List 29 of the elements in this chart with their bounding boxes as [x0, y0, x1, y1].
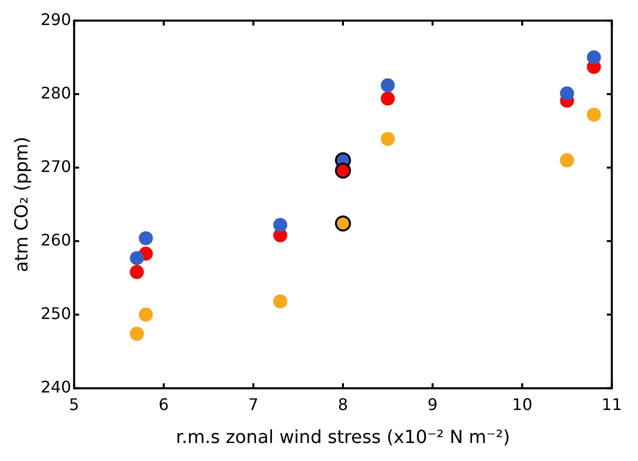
point [380, 92, 395, 106]
point [380, 132, 395, 146]
x-tick-label: 11 [602, 394, 622, 414]
x-tick-label: 6 [158, 394, 169, 414]
point [586, 50, 601, 64]
x-axis-title: r.m.s zonal wind stress (x10⁻² N m⁻²) [176, 426, 510, 448]
x-tick-label: 5 [69, 394, 80, 414]
point [273, 294, 288, 308]
x-tick-label: 10 [512, 394, 532, 414]
point [273, 218, 288, 232]
point [130, 251, 144, 266]
point [586, 108, 601, 122]
x-tick-label: 9 [428, 394, 438, 414]
point [380, 78, 395, 92]
y-tick-label: 240 [40, 377, 72, 396]
y-axis-title: atm CO₂ (ppm) [11, 136, 32, 272]
point [130, 326, 144, 341]
x-tick-label: 7 [248, 394, 258, 414]
y-tick-label: 280 [40, 83, 72, 102]
point [560, 153, 574, 168]
point [138, 308, 153, 322]
x-tick-label: 8 [338, 394, 348, 414]
y-tick-label: 290 [40, 10, 72, 29]
point [560, 86, 574, 100]
y-tick-label: 270 [40, 156, 72, 176]
y-tick-label: 250 [40, 304, 72, 323]
point [138, 231, 153, 246]
y-tick-label: 260 [40, 230, 72, 250]
point [130, 265, 144, 280]
